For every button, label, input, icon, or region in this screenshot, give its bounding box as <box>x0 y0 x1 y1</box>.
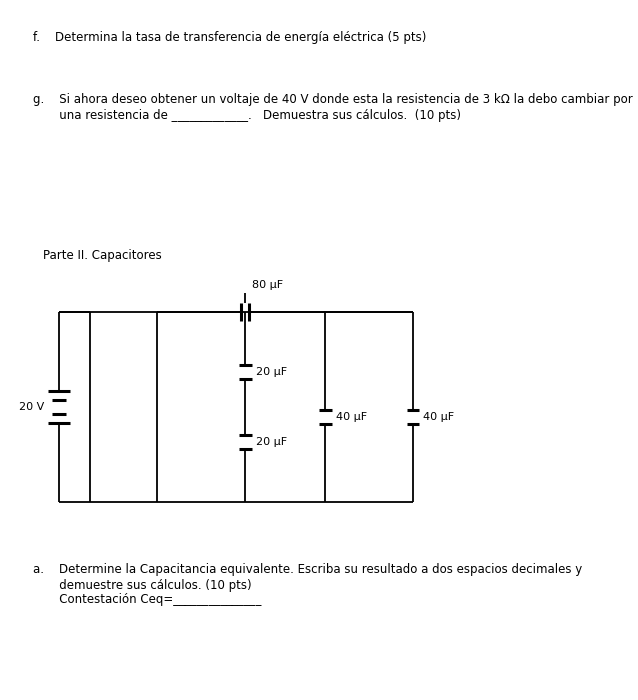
Text: 20 μF: 20 μF <box>256 437 286 447</box>
Text: demuestre sus cálculos. (10 pts): demuestre sus cálculos. (10 pts) <box>33 578 251 592</box>
Text: 80 μF: 80 μF <box>251 280 283 290</box>
Text: a.    Determine la Capacitancia equivalente. Escriba su resultado a dos espacios: a. Determine la Capacitancia equivalente… <box>33 564 582 577</box>
Text: 20 μF: 20 μF <box>256 367 286 377</box>
Text: Parte II. Capacitores: Parte II. Capacitores <box>43 249 162 262</box>
Text: una resistencia de _____________.   Demuestra sus cálculos.  (10 pts): una resistencia de _____________. Demues… <box>33 109 461 122</box>
Text: Contestación Ceq=_______________: Contestación Ceq=_______________ <box>33 594 262 606</box>
Text: 20 V: 20 V <box>19 402 44 412</box>
Text: 40 μF: 40 μF <box>336 412 367 422</box>
Text: 40 μF: 40 μF <box>424 412 454 422</box>
Text: g.    Si ahora deseo obtener un voltaje de 40 V donde esta la resistencia de 3 k: g. Si ahora deseo obtener un voltaje de … <box>33 94 633 106</box>
Text: f.    Determina la tasa de transferencia de energía eléctrica (5 pts): f. Determina la tasa de transferencia de… <box>33 32 426 45</box>
